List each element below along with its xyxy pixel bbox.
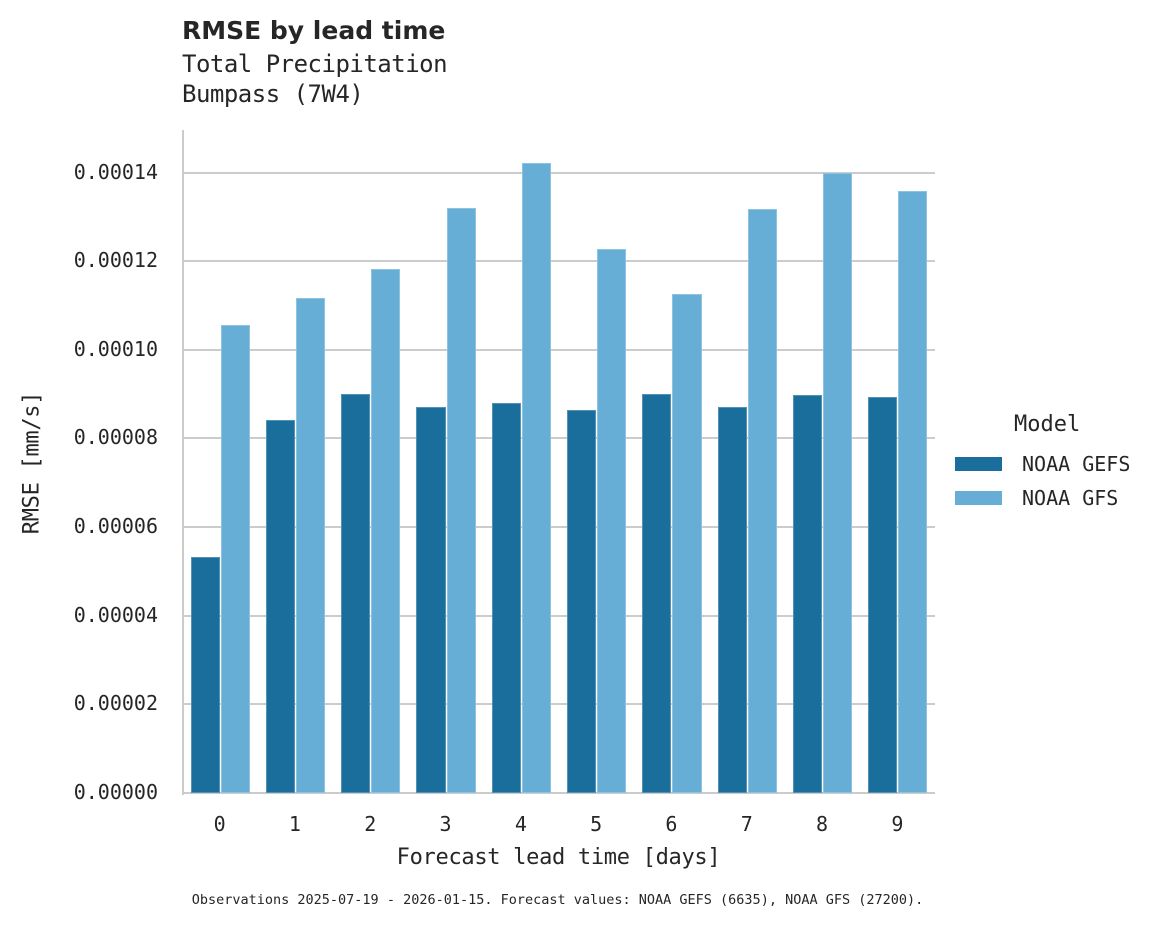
gridline <box>182 703 935 706</box>
gridline <box>182 260 935 263</box>
x-axis-title: Forecast lead time [days] <box>396 845 721 870</box>
bar-noaa-gefs-day-6 <box>642 394 672 793</box>
y-axis-title: RMSE [mm/s] <box>19 391 45 535</box>
x-tick-label: 6 <box>665 812 678 836</box>
bar-noaa-gfs-day-3 <box>446 207 476 793</box>
bar-noaa-gefs-day-2 <box>341 394 371 793</box>
chart-subtitle-variable: Total Precipitation <box>182 50 448 78</box>
y-tick-label: 0.00000 <box>73 780 158 804</box>
x-axis-line <box>182 792 935 794</box>
bar-noaa-gfs-day-6 <box>672 293 702 793</box>
legend-swatch-gefs <box>955 457 1002 471</box>
x-tick-label: 7 <box>740 812 753 836</box>
bar-noaa-gfs-day-5 <box>597 249 627 793</box>
bar-noaa-gefs-day-4 <box>491 402 521 793</box>
bar-noaa-gefs-day-9 <box>868 396 898 793</box>
bar-noaa-gefs-day-1 <box>265 420 295 793</box>
legend-item-gefs: NOAA GEFS <box>955 452 1130 476</box>
chart-subtitle-station: Bumpass (7W4) <box>182 80 364 108</box>
gridline <box>182 526 935 529</box>
bar-noaa-gefs-day-5 <box>567 410 597 793</box>
y-tick-label: 0.00010 <box>73 336 158 361</box>
footnote: Observations 2025-07-19 - 2026-01-15. Fo… <box>191 892 924 908</box>
gridline <box>182 614 935 617</box>
legend-label-gefs: NOAA GEFS <box>1022 452 1131 476</box>
x-tick-label: 8 <box>816 812 829 836</box>
y-tick-label: 0.00014 <box>73 159 158 184</box>
gridline <box>182 437 935 440</box>
legend-label-gfs: NOAA GFS <box>1022 486 1119 510</box>
legend-item-gfs: NOAA GFS <box>955 486 1118 510</box>
y-tick-label: 0.00012 <box>73 248 158 273</box>
bar-noaa-gefs-day-7 <box>717 406 747 793</box>
bar-noaa-gfs-day-9 <box>898 190 928 793</box>
bar-noaa-gfs-day-2 <box>371 269 401 793</box>
bar-noaa-gfs-day-0 <box>220 324 250 793</box>
y-tick-label: 0.00002 <box>73 691 158 716</box>
bar-noaa-gefs-day-8 <box>792 394 823 793</box>
x-tick-label: 0 <box>213 812 226 836</box>
y-tick-label: 0.00008 <box>73 425 158 450</box>
bar-noaa-gfs-day-1 <box>295 298 326 793</box>
bar-noaa-gefs-day-0 <box>190 556 220 793</box>
x-tick-label: 2 <box>364 812 377 836</box>
bar-noaa-gfs-day-4 <box>521 162 551 793</box>
legend-swatch-gfs <box>955 491 1002 505</box>
gridline <box>182 348 935 351</box>
bar-noaa-gefs-day-3 <box>416 406 446 793</box>
bar-noaa-gfs-day-7 <box>747 208 777 793</box>
y-tick-label: 0.00004 <box>73 602 158 627</box>
x-tick-label: 4 <box>514 812 527 836</box>
x-tick-label: 1 <box>288 812 301 836</box>
y-tick-label: 0.00006 <box>73 514 158 539</box>
x-tick-label: 5 <box>590 812 603 836</box>
x-tick-label: 3 <box>439 812 452 836</box>
plot-area <box>182 130 935 795</box>
gridline <box>182 171 935 174</box>
chart-title: RMSE by lead time <box>182 16 446 45</box>
bar-noaa-gfs-day-8 <box>823 172 853 793</box>
y-axis-line <box>182 130 184 795</box>
x-tick-label: 9 <box>891 812 904 836</box>
legend-title: Model <box>1014 412 1081 437</box>
